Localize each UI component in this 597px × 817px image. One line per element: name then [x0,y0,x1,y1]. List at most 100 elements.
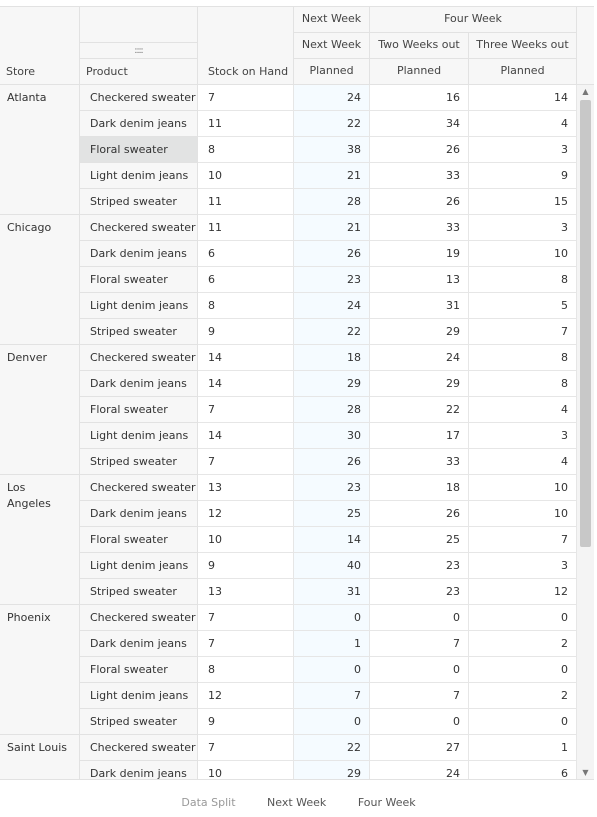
planned-two-weeks-cell[interactable]: 23 [370,553,469,579]
planned-three-weeks-cell[interactable]: 0 [469,709,577,735]
planned-three-weeks-cell[interactable]: 7 [469,319,577,345]
planned-two-weeks-cell[interactable]: 19 [370,241,469,267]
planned-next-week-cell[interactable]: 18 [294,345,370,371]
stock-cell[interactable]: 11 [198,189,294,215]
planned-two-weeks-cell[interactable]: 7 [370,683,469,709]
planned-two-weeks-cell[interactable]: 0 [370,657,469,683]
planned-next-week-cell[interactable]: 14 [294,527,370,553]
planned-next-week-cell[interactable]: 1 [294,631,370,657]
stock-cell[interactable]: 6 [198,241,294,267]
planned-next-week-cell[interactable]: 29 [294,761,370,779]
planned-two-weeks-cell[interactable]: 16 [370,85,469,111]
stock-cell[interactable]: 12 [198,683,294,709]
planned-two-weeks-cell[interactable]: 7 [370,631,469,657]
header-product[interactable]: Product [80,59,198,85]
planned-three-weeks-cell[interactable]: 6 [469,761,577,779]
planned-three-weeks-cell[interactable]: 8 [469,345,577,371]
stock-cell[interactable]: 6 [198,267,294,293]
product-cell[interactable]: Dark denim jeans [80,241,198,267]
planned-two-weeks-cell[interactable]: 0 [370,605,469,631]
planned-three-weeks-cell[interactable]: 4 [469,111,577,137]
planned-three-weeks-cell[interactable]: 10 [469,501,577,527]
planned-next-week-cell[interactable]: 0 [294,605,370,631]
product-cell[interactable]: Dark denim jeans [80,761,198,779]
header-group-next-week[interactable]: Next Week [294,7,370,33]
planned-three-weeks-cell[interactable]: 3 [469,553,577,579]
stock-cell[interactable]: 10 [198,163,294,189]
planned-next-week-cell[interactable]: 28 [294,397,370,423]
planned-next-week-cell[interactable]: 22 [294,319,370,345]
header-two-weeks-out[interactable]: Two Weeks out [370,33,469,59]
store-cell[interactable]: Los Angeles [0,475,80,605]
product-cell[interactable]: Striped sweater [80,449,198,475]
drag-handle-icon[interactable]: :::: [80,43,198,59]
planned-three-weeks-cell[interactable]: 8 [469,267,577,293]
product-cell[interactable]: Checkered sweater [80,475,198,501]
planned-three-weeks-cell[interactable]: 14 [469,85,577,111]
planned-next-week-cell[interactable]: 0 [294,657,370,683]
stock-cell[interactable]: 13 [198,579,294,605]
planned-next-week-cell[interactable]: 26 [294,241,370,267]
planned-two-weeks-cell[interactable]: 27 [370,735,469,761]
planned-two-weeks-cell[interactable]: 33 [370,449,469,475]
product-cell[interactable]: Light denim jeans [80,163,198,189]
planned-two-weeks-cell[interactable]: 34 [370,111,469,137]
header-three-weeks-out[interactable]: Three Weeks out [469,33,577,59]
product-cell[interactable]: Light denim jeans [80,293,198,319]
planned-three-weeks-cell[interactable]: 9 [469,163,577,189]
header-group-four-week[interactable]: Four Week [370,7,577,33]
stock-cell[interactable]: 7 [198,397,294,423]
stock-cell[interactable]: 7 [198,631,294,657]
product-cell[interactable]: Dark denim jeans [80,501,198,527]
stock-cell[interactable]: 8 [198,657,294,683]
planned-two-weeks-cell[interactable]: 23 [370,579,469,605]
scroll-down-arrow-icon[interactable]: ▼ [582,768,589,777]
stock-cell[interactable]: 14 [198,345,294,371]
planned-next-week-cell[interactable]: 26 [294,449,370,475]
product-cell[interactable]: Dark denim jeans [80,111,198,137]
product-cell[interactable]: Floral sweater [80,657,198,683]
planned-two-weeks-cell[interactable]: 24 [370,345,469,371]
planned-next-week-cell[interactable]: 21 [294,215,370,241]
planned-next-week-cell[interactable]: 30 [294,423,370,449]
stock-cell[interactable]: 7 [198,605,294,631]
planned-three-weeks-cell[interactable]: 3 [469,215,577,241]
planned-next-week-cell[interactable]: 0 [294,709,370,735]
planned-three-weeks-cell[interactable]: 1 [469,735,577,761]
planned-three-weeks-cell[interactable]: 5 [469,293,577,319]
stock-cell[interactable]: 7 [198,735,294,761]
planned-three-weeks-cell[interactable]: 0 [469,657,577,683]
header-planned-next-week[interactable]: Planned [294,59,370,85]
planned-next-week-cell[interactable]: 24 [294,293,370,319]
planned-next-week-cell[interactable]: 23 [294,267,370,293]
product-cell[interactable]: Light denim jeans [80,423,198,449]
stock-cell[interactable]: 12 [198,501,294,527]
store-cell[interactable]: Denver [0,345,80,475]
product-cell[interactable]: Dark denim jeans [80,371,198,397]
planned-next-week-cell[interactable]: 29 [294,371,370,397]
planned-three-weeks-cell[interactable]: 2 [469,683,577,709]
stock-cell[interactable]: 8 [198,137,294,163]
product-cell[interactable]: Floral sweater [80,527,198,553]
planned-three-weeks-cell[interactable]: 4 [469,397,577,423]
header-planned-two-weeks[interactable]: Planned [370,59,469,85]
stock-cell[interactable]: 9 [198,553,294,579]
header-store[interactable]: Store [0,7,80,85]
stock-cell[interactable]: 13 [198,475,294,501]
planned-two-weeks-cell[interactable]: 26 [370,501,469,527]
planned-three-weeks-cell[interactable]: 4 [469,449,577,475]
vertical-scrollbar[interactable]: ▲ ▼ [577,85,594,779]
scroll-up-arrow-icon[interactable]: ▲ [582,87,589,96]
planned-two-weeks-cell[interactable]: 31 [370,293,469,319]
stock-cell[interactable]: 11 [198,111,294,137]
stock-cell[interactable]: 7 [198,449,294,475]
product-cell[interactable]: Floral sweater [80,267,198,293]
planned-three-weeks-cell[interactable]: 10 [469,475,577,501]
planned-next-week-cell[interactable]: 7 [294,683,370,709]
legend-four-week[interactable]: Four Week [357,796,416,809]
product-cell[interactable]: Checkered sweater [80,605,198,631]
product-cell[interactable]: Striped sweater [80,189,198,215]
stock-cell[interactable]: 10 [198,527,294,553]
stock-cell[interactable]: 9 [198,709,294,735]
planned-next-week-cell[interactable]: 25 [294,501,370,527]
